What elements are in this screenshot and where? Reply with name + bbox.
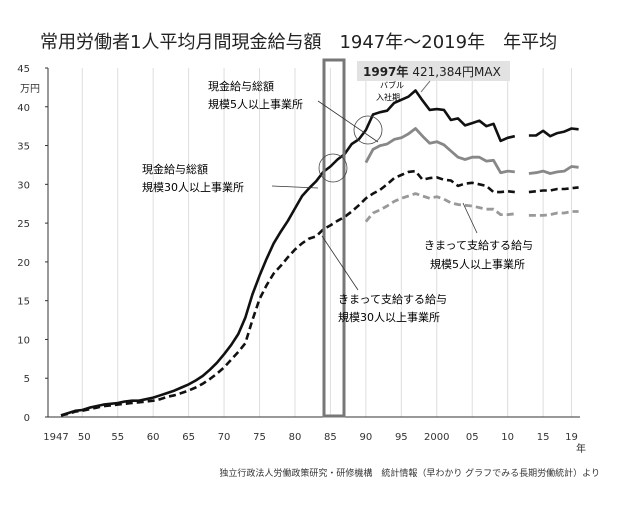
series-line-1 bbox=[60, 89, 579, 417]
max-label-box bbox=[357, 61, 510, 81]
x-tick-label: 10 bbox=[501, 432, 514, 443]
label-total-30-sub: 規模30人以上事業所 bbox=[142, 180, 244, 194]
leader-fixed-30 bbox=[321, 235, 359, 291]
source-note: 独立行政法人労働政策研究・研修機構 統計情報（早わかり グラフでみる長期労働統計… bbox=[219, 467, 600, 479]
x-tick-label: 65 bbox=[182, 432, 195, 443]
label-total-5-sub: 規模5人以上事業所 bbox=[208, 97, 303, 111]
y-tick-label: 30 bbox=[17, 180, 30, 191]
y-tick-label: 20 bbox=[17, 258, 30, 269]
y-tick-label: 45 bbox=[17, 64, 30, 75]
x-tick-label: 95 bbox=[395, 432, 408, 443]
series-line-3 bbox=[60, 169, 579, 417]
label-fixed-5: きまって支給する給与 bbox=[424, 238, 533, 252]
x-tick-label: 2000 bbox=[424, 432, 449, 443]
x-tick-label: 05 bbox=[466, 432, 479, 443]
y-tick-label: 35 bbox=[17, 142, 30, 153]
y-tick-label: 10 bbox=[17, 335, 30, 346]
chart-title: 常用労働者1人平均月間現金給与額 1947年～2019年 年平均 bbox=[40, 32, 557, 53]
x-tick-label: 80 bbox=[289, 432, 302, 443]
leader-total-30 bbox=[271, 185, 319, 189]
series-line-4 bbox=[364, 192, 579, 223]
x-tick-label: 50 bbox=[78, 432, 91, 443]
leader-total-5 bbox=[317, 100, 379, 143]
highlight-circle bbox=[318, 153, 348, 183]
series-line-2 bbox=[364, 127, 579, 175]
x-tick-label: 1947 bbox=[43, 432, 68, 443]
y-tick-label: 0 bbox=[24, 413, 30, 424]
x-axis-unit: 年 bbox=[576, 442, 586, 455]
x-tick-label: 75 bbox=[253, 432, 266, 443]
y-tick-label: 15 bbox=[17, 297, 30, 308]
label-fixed-30: きまって支給する給与 bbox=[338, 292, 447, 306]
y-tick-label: 40 bbox=[17, 103, 30, 114]
x-tick-label: 90 bbox=[360, 432, 373, 443]
bubble-label-2: 入社期 bbox=[376, 92, 400, 102]
y-axis-unit: 万円 bbox=[20, 84, 40, 95]
bubble-circle bbox=[353, 115, 383, 145]
max-arrow bbox=[420, 80, 431, 93]
label-total-5: 現金給与総額 bbox=[208, 79, 274, 93]
x-tick-label: 70 bbox=[218, 432, 231, 443]
x-tick-label: 19 bbox=[565, 432, 578, 443]
x-tick-label: 60 bbox=[147, 432, 160, 443]
y-tick-label: 5 bbox=[24, 374, 30, 385]
x-tick-label: 55 bbox=[111, 432, 124, 443]
label-fixed-5-sub: 規模5人以上事業所 bbox=[430, 257, 525, 271]
highlight-1985-1987-box bbox=[322, 58, 346, 418]
x-tick-label: 15 bbox=[537, 432, 550, 443]
label-fixed-30-sub: 規模30人以上事業所 bbox=[338, 310, 440, 324]
leader-fixed-5 bbox=[462, 202, 478, 234]
max-label: 1997年 421,384円MAX bbox=[363, 64, 501, 79]
label-total-30: 現金給与総額 bbox=[142, 162, 208, 176]
y-tick-label: 25 bbox=[17, 219, 30, 230]
bubble-label-1: バブル bbox=[380, 80, 404, 90]
x-tick-label: 85 bbox=[324, 432, 337, 443]
